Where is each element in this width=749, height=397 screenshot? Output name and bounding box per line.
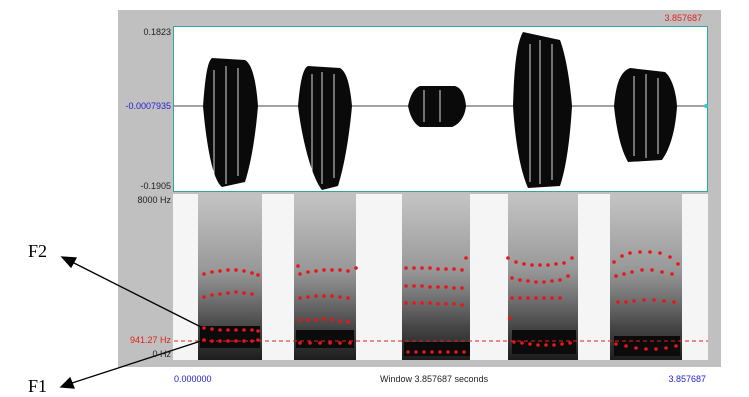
amplitude-min-label: -0.1905 xyxy=(140,181,171,191)
formant-dots-vowel-1 xyxy=(202,268,260,343)
waveform-segment-2 xyxy=(298,66,352,190)
f2-arrow-line xyxy=(71,261,202,328)
time-start-label: 0.000000 xyxy=(174,374,212,384)
frequency-max-label: 8000 Hz xyxy=(137,195,171,205)
formant-tracks xyxy=(202,250,680,354)
annotation-arrows xyxy=(59,256,202,389)
time-end-label-top: 3.857687 xyxy=(664,13,702,23)
formant-dots-vowel-3 xyxy=(404,256,468,354)
amplitude-max-label: 0.1823 xyxy=(143,27,171,37)
formant-dots-vowel-2 xyxy=(296,264,358,345)
f2-annotation: F2 xyxy=(28,241,48,261)
formant-dots-vowel-4 xyxy=(506,256,574,347)
window-duration-label: Window 3.857687 seconds xyxy=(380,374,489,384)
time-end-label: 3.857687 xyxy=(668,374,706,384)
f1-annotation: F1 xyxy=(28,376,48,396)
waveform-end-marker xyxy=(704,104,708,108)
formant-dots-vowel-5 xyxy=(612,250,680,351)
frequency-cursor-label: 941.27 Hz xyxy=(129,335,171,345)
waveform-segment-4 xyxy=(513,32,572,188)
f1-arrowhead xyxy=(59,376,75,389)
f2-arrowhead xyxy=(60,256,78,269)
f1-arrow-line xyxy=(71,340,202,384)
waveform-streaks xyxy=(213,40,659,184)
waveform-segment-3 xyxy=(408,86,466,127)
frequency-min-label: 0 Hz xyxy=(152,349,171,359)
waveform-segment-1 xyxy=(203,58,258,187)
spectrogram-bands xyxy=(198,194,682,360)
amplitude-cursor-label: -0.0007935 xyxy=(125,101,171,111)
